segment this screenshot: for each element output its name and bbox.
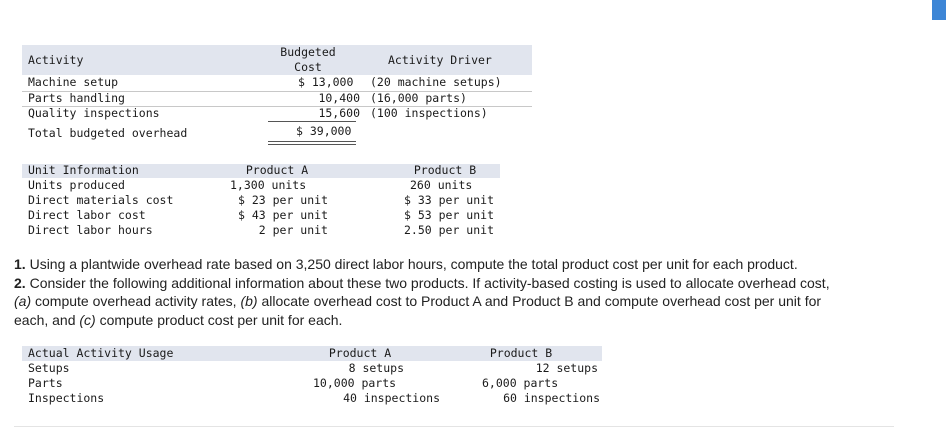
col-header-actual-activity-usage: Actual Activity Usage [28, 346, 174, 360]
total-label: Total budgeted overhead [28, 126, 188, 140]
row-cost-quality-inspections: 15,600 [318, 106, 360, 120]
row-divider [22, 106, 532, 107]
row-cost-machine-setup: $ 13,000 [298, 75, 354, 89]
col-header-budgeted-cost: Budgeted Cost [280, 45, 336, 74]
question-2-body-3: allocate overhead cost to Product A and … [257, 293, 822, 309]
row-driver-parts-handling: (16,000 parts) [370, 91, 467, 105]
row-a-parts: 10,000 parts [313, 376, 397, 390]
table-header-band [22, 346, 602, 361]
total-double-rule-bottom [268, 144, 356, 145]
question-2-part-c: (c) [79, 311, 96, 328]
question-1: 1. Using a plantwide overhead rate based… [14, 255, 944, 274]
row-b-parts: 6,000 parts [482, 376, 559, 390]
row-label-inspections: Inspections [28, 391, 105, 405]
col-header-product-b: Product B [489, 346, 553, 360]
row-activity-quality-inspections: Quality inspections [28, 106, 160, 120]
question-1-body: Using a plantwide overhead rate based on… [25, 256, 798, 272]
subtotal-rule [268, 121, 356, 122]
col-header-product-a: Product A [245, 163, 309, 177]
question-1-number: 1. [14, 256, 26, 272]
row-label-direct-materials: Direct materials cost [28, 193, 174, 207]
row-activity-parts-handling: Parts handling [28, 91, 125, 105]
row-b-direct-labor-hours: 2.50 per unit [403, 223, 494, 237]
question-2-body-4: each, and [14, 311, 80, 328]
question-2-body-2: compute overhead activity rates, [31, 293, 241, 309]
row-divider [22, 91, 532, 92]
question-2-part-a: (a) [14, 293, 32, 309]
table-header-band [22, 164, 500, 178]
question-2-line-2: (a) compute overhead activity rates, (b)… [14, 292, 944, 311]
col-header-product-b: Product B [413, 163, 477, 177]
question-2-part-b: (b) [240, 293, 258, 309]
row-driver-quality-inspections: (100 inspections) [370, 106, 488, 120]
row-a-setups: 8 setups [348, 361, 404, 375]
row-label-parts: Parts [28, 376, 63, 390]
row-label-direct-labor-cost: Direct labor cost [28, 208, 146, 222]
question-2-body-5: compute product cost per unit for each. [95, 311, 343, 328]
row-b-direct-labor-cost: $ 53 per unit [403, 208, 494, 222]
col-header-activity: Activity [28, 53, 84, 67]
col-header-unit-information: Unit Information [28, 163, 139, 177]
row-label-units-produced: Units produced [28, 178, 125, 192]
question-2-line-3: each, and (c) compute product cost per u… [14, 311, 944, 330]
row-b-units-produced: 260 units [410, 178, 473, 192]
row-driver-machine-setup: (20 machine setups) [370, 75, 502, 89]
row-a-units-produced: 1,300 units [230, 178, 307, 192]
row-b-inspections: 60 inspections [503, 391, 600, 405]
col-header-activity-driver: Activity Driver [388, 53, 492, 67]
row-b-setups: 12 setups [535, 361, 598, 375]
total-cost: $ 39,000 [296, 124, 352, 138]
row-a-direct-labor-cost: $ 43 per unit [237, 208, 328, 222]
row-cost-parts-handling: 10,400 [318, 91, 360, 105]
bottom-divider [14, 426, 894, 427]
row-label-setups: Setups [28, 361, 70, 375]
row-a-inspections: 40 inspections [343, 391, 440, 405]
question-2-number: 2. [14, 274, 26, 291]
total-double-rule-top [268, 141, 356, 142]
row-label-direct-labor-hours: Direct labor hours [28, 223, 153, 237]
corner-accent [932, 0, 946, 20]
question-2-body-1: Consider the following additional inform… [25, 274, 830, 291]
col-header-product-a: Product A [328, 346, 392, 360]
table-header-band [22, 45, 532, 75]
row-a-direct-labor-hours: 2 per unit [258, 223, 328, 237]
question-text: 1. Using a plantwide overhead rate based… [14, 255, 944, 329]
row-activity-machine-setup: Machine setup [28, 75, 119, 89]
row-b-direct-materials: $ 33 per unit [403, 193, 494, 207]
question-2-line-1: 2. Consider the following additional inf… [14, 274, 944, 293]
row-a-direct-materials: $ 23 per unit [237, 193, 328, 207]
